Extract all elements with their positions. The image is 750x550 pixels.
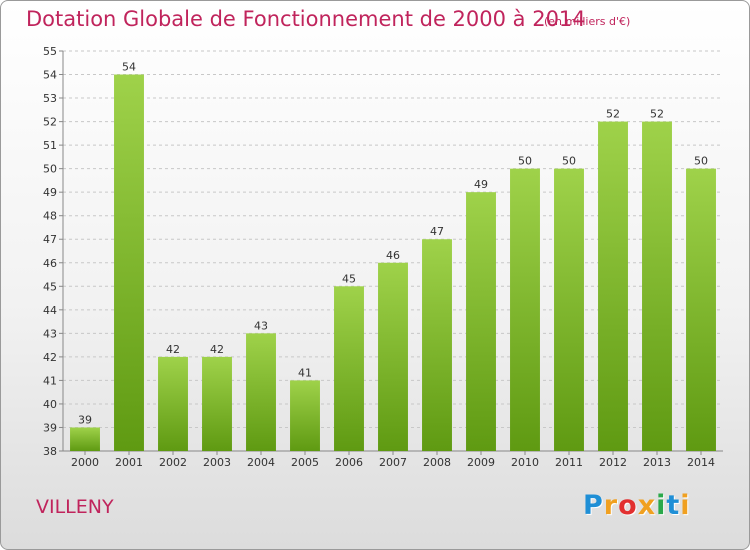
bar xyxy=(554,168,584,451)
bar-value-label: 42 xyxy=(166,343,180,356)
municipality-name: VILLENY xyxy=(36,496,114,518)
bar-value-label: 49 xyxy=(474,178,488,191)
data-labels: 39 54 42 42 43 41 45 46 47 49 50 50 52 52 50 xyxy=(78,61,708,427)
bar xyxy=(642,121,672,452)
y-tick-label: 44 xyxy=(43,304,57,317)
bar-value-label: 54 xyxy=(122,61,136,74)
logo-letter: i xyxy=(680,490,691,521)
bar-value-label: 52 xyxy=(650,108,664,121)
y-tick-label: 41 xyxy=(43,374,57,387)
x-tick-label: 2002 xyxy=(159,456,187,469)
x-tick-label: 2014 xyxy=(687,456,715,469)
chart-title: Dotation Globale de Fonctionnement de 20… xyxy=(26,7,586,31)
bar-value-label: 47 xyxy=(430,225,444,238)
y-tick-label: 38 xyxy=(43,445,57,458)
bar xyxy=(686,168,716,451)
x-tick-label: 2000 xyxy=(71,456,99,469)
logo-letter: t xyxy=(666,490,681,521)
logo-letter: r xyxy=(603,490,619,521)
y-tick-label: 51 xyxy=(43,139,57,152)
bar-value-label: 45 xyxy=(342,272,356,285)
y-tick-label: 40 xyxy=(43,398,57,411)
chart-subtitle: (en milliers d'€) xyxy=(544,15,631,28)
x-tick-label: 2001 xyxy=(115,456,143,469)
x-tick-label: 2009 xyxy=(467,456,495,469)
x-tick-label: 2013 xyxy=(643,456,671,469)
logo-letter: P xyxy=(583,490,604,521)
bar-value-label: 50 xyxy=(562,155,576,168)
logo-letter: o xyxy=(618,490,638,521)
bar xyxy=(598,121,628,452)
bar xyxy=(378,262,408,451)
bar-value-label: 52 xyxy=(606,108,620,121)
bar-value-label: 39 xyxy=(78,413,92,426)
bar-value-label: 46 xyxy=(386,249,400,262)
y-tick-label: 49 xyxy=(43,186,57,199)
bar xyxy=(510,168,540,451)
bar xyxy=(114,74,144,451)
x-tick-label: 2003 xyxy=(203,456,231,469)
bar xyxy=(334,286,364,451)
proxiti-logo: Proxiti xyxy=(583,490,691,521)
bar-value-label: 50 xyxy=(518,155,532,168)
bar-value-label: 41 xyxy=(298,366,312,379)
bar xyxy=(70,427,100,451)
y-tick-label: 48 xyxy=(43,210,57,223)
y-tick-label: 39 xyxy=(43,421,57,434)
x-tick-label: 2005 xyxy=(291,456,319,469)
logo-letter: i xyxy=(656,490,667,521)
x-tick-label: 2006 xyxy=(335,456,363,469)
y-tick-label: 45 xyxy=(43,280,57,293)
y-tick-label: 50 xyxy=(43,163,57,176)
bar-value-label: 42 xyxy=(210,343,224,356)
bar xyxy=(202,356,232,451)
x-tick-label: 2012 xyxy=(599,456,627,469)
y-tick-label: 53 xyxy=(43,92,57,105)
tick-labels: 38 39 40 41 42 43 44 45 46 47 48 49 50 51 52 53 54 55 2000… xyxy=(43,45,715,469)
bar-value-label: 50 xyxy=(694,155,708,168)
y-tick-label: 43 xyxy=(43,327,57,340)
bar xyxy=(466,192,496,452)
y-tick-label: 54 xyxy=(43,69,57,82)
logo-letter: x xyxy=(637,490,657,521)
x-tick-label: 2010 xyxy=(511,456,539,469)
bar xyxy=(290,380,320,451)
bars xyxy=(70,74,716,452)
bar-value-label: 43 xyxy=(254,319,268,332)
y-tick-label: 46 xyxy=(43,257,57,270)
y-tick-label: 42 xyxy=(43,351,57,364)
bar xyxy=(422,239,452,451)
y-tick-label: 52 xyxy=(43,116,57,129)
y-tick-label: 55 xyxy=(43,45,57,58)
y-tick-label: 47 xyxy=(43,233,57,246)
bar xyxy=(158,356,188,451)
x-tick-label: 2007 xyxy=(379,456,407,469)
x-tick-label: 2008 xyxy=(423,456,451,469)
bar xyxy=(246,333,276,451)
x-tick-label: 2004 xyxy=(247,456,275,469)
x-tick-label: 2011 xyxy=(555,456,583,469)
